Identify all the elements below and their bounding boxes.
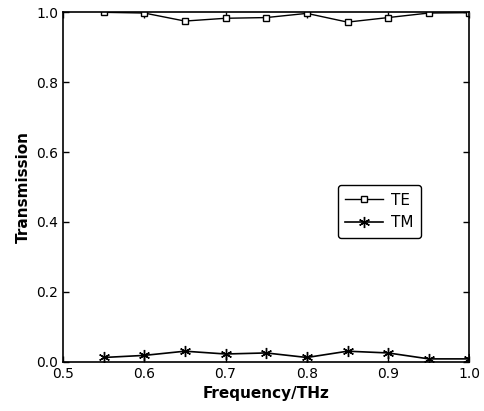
Legend: TE, TM: TE, TM bbox=[337, 185, 421, 238]
TE bbox=[182, 18, 188, 23]
TM bbox=[467, 356, 472, 361]
TM bbox=[263, 351, 269, 356]
TM bbox=[426, 356, 432, 361]
TE bbox=[426, 11, 432, 16]
Y-axis label: Transmission: Transmission bbox=[15, 131, 30, 243]
TE bbox=[345, 20, 350, 25]
Line: TM: TM bbox=[98, 346, 475, 365]
TE bbox=[141, 11, 147, 16]
TM bbox=[141, 353, 147, 358]
TM bbox=[223, 351, 228, 356]
TM bbox=[101, 355, 106, 360]
X-axis label: Frequency/THz: Frequency/THz bbox=[203, 386, 330, 401]
Line: TE: TE bbox=[100, 9, 473, 25]
TM bbox=[182, 349, 188, 353]
TE bbox=[263, 15, 269, 20]
TE bbox=[304, 11, 310, 16]
TE bbox=[223, 16, 228, 21]
TE bbox=[385, 15, 391, 20]
TM bbox=[345, 349, 350, 353]
TM bbox=[385, 351, 391, 356]
TM bbox=[304, 355, 310, 360]
TE bbox=[467, 10, 472, 15]
TE bbox=[101, 10, 106, 15]
